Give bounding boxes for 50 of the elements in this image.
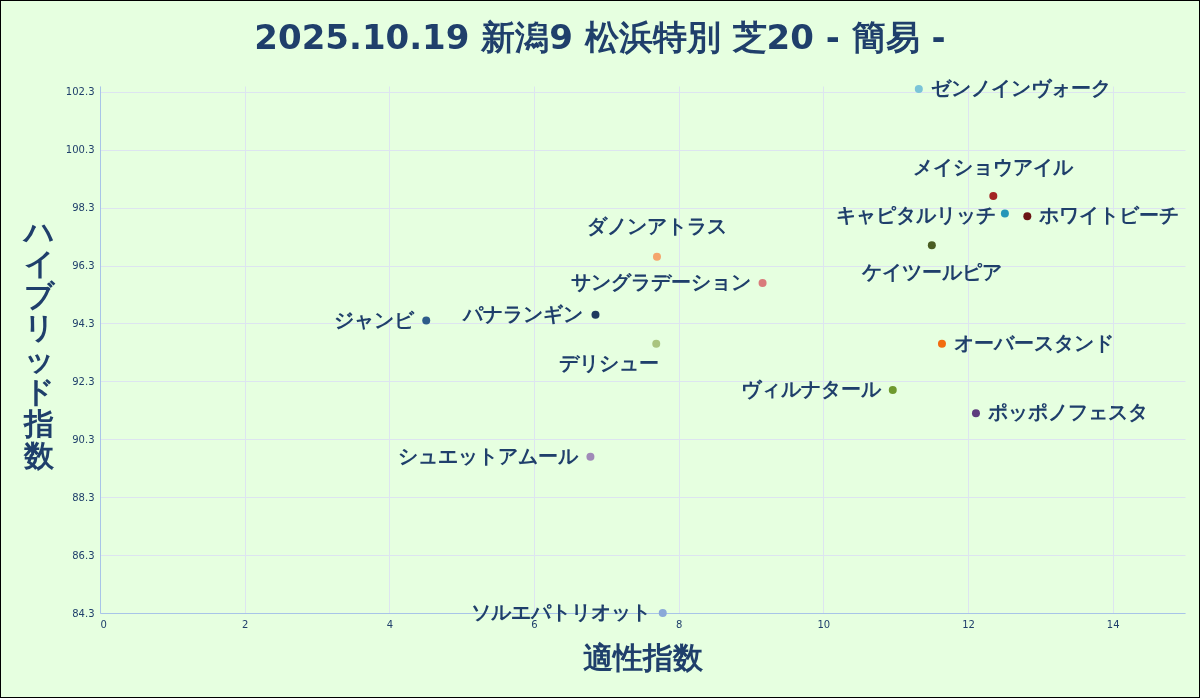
- point: [652, 339, 661, 348]
- series-label: サングラデーション: [570, 269, 751, 294]
- point: [658, 609, 667, 617]
- point: [927, 241, 936, 250]
- series-label: ヴィルナタール: [740, 377, 882, 402]
- series-label: ホワイトビーチ: [1038, 203, 1180, 228]
- series-label: ダノンアトラス: [586, 213, 727, 238]
- point: [586, 452, 595, 461]
- series-label: キャピタルリッチ: [835, 203, 996, 228]
- y-tick-label: 102.3: [65, 86, 95, 98]
- point: [888, 386, 897, 395]
- point: [937, 339, 946, 348]
- series-label: デリシュー: [559, 350, 660, 375]
- point: [758, 278, 767, 287]
- point: [914, 84, 923, 93]
- point: [1000, 209, 1009, 218]
- x-axis-title: 適性指数: [583, 639, 704, 675]
- y-axis-title: ハイブリッド指数: [21, 214, 56, 473]
- series-label: シュエットアムール: [398, 443, 580, 468]
- x-tick-label: 6: [531, 618, 538, 630]
- point: [971, 409, 980, 418]
- x-tick-label: 4: [386, 618, 394, 630]
- x-tick-label: 0: [100, 618, 107, 630]
- point: [652, 252, 661, 261]
- x-tick-label: 2: [241, 618, 249, 630]
- y-tick-label: 100.3: [65, 144, 95, 156]
- y-tick-label: 84.3: [72, 607, 95, 619]
- point: [591, 310, 600, 319]
- x-tick-label: 10: [817, 618, 831, 630]
- x-tick-label: 14: [1106, 618, 1120, 630]
- series-label: メイショウアイル: [913, 155, 1075, 180]
- y-tick-label: 94.3: [72, 317, 95, 329]
- x-tick-label: 12: [962, 618, 975, 630]
- series-label: ジャンビ: [334, 307, 416, 332]
- series-label: ケイツールピア: [860, 260, 1002, 285]
- point: [422, 316, 431, 325]
- series-label: ポッポノフェスタ: [986, 400, 1148, 425]
- x-tick-label: 8: [675, 618, 683, 630]
- series-label: オーバースタンド: [953, 330, 1114, 355]
- y-tick-label: 92.3: [72, 375, 95, 387]
- y-tick-label: 90.3: [72, 433, 95, 445]
- series-label: ゼンノインヴォーク: [930, 75, 1111, 100]
- y-tick-label: 96.3: [72, 260, 95, 272]
- point: [1023, 212, 1032, 221]
- y-tick-label: 88.3: [72, 491, 95, 503]
- y-tick-label: 98.3: [72, 202, 95, 214]
- y-tick-label: 86.3: [72, 549, 95, 561]
- point: [989, 192, 998, 201]
- chart-title: 2025.10.19 新潟9 松浜特別 芝20 - 簡易 -: [253, 16, 947, 59]
- series-label: パナランギン: [462, 301, 584, 326]
